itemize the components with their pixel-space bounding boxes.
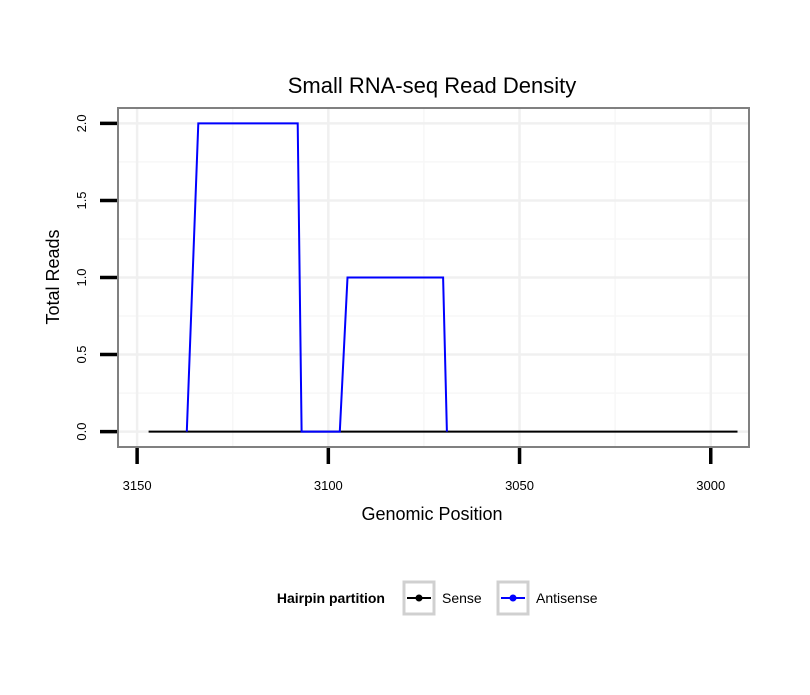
legend: Hairpin partition Sense Antisense	[277, 580, 598, 616]
series-line-antisense	[185, 122, 448, 433]
y-axis-title: Total Reads	[43, 229, 63, 324]
x-tick-label: 3150	[123, 478, 152, 493]
y-axis: 0.0 0.5 1.0 1.5 2.0	[74, 114, 117, 441]
y-tick-label: 2.0	[74, 114, 89, 132]
x-axis-title: Genomic Position	[361, 504, 502, 524]
y-tick-label: 1.5	[74, 191, 89, 209]
y-tick-label: 0.5	[74, 345, 89, 363]
legend-label-antisense: Antisense	[536, 590, 598, 606]
chart-title: Small RNA-seq Read Density	[288, 73, 577, 98]
legend-entries: Sense Antisense	[402, 580, 598, 616]
plot-panel-border	[117, 107, 750, 448]
x-axis: 3150 3100 3050 3000	[123, 448, 725, 493]
y-tick-label: 0.0	[74, 423, 89, 441]
x-tick-label: 3000	[696, 478, 725, 493]
legend-marker-antisense	[509, 594, 517, 602]
y-tick-label: 1.0	[74, 268, 89, 286]
plot-area	[117, 107, 750, 448]
x-tick-label: 3100	[314, 478, 343, 493]
legend-label-sense: Sense	[442, 590, 482, 606]
data-series	[148, 122, 738, 433]
x-tick-label: 3050	[505, 478, 534, 493]
legend-title: Hairpin partition	[277, 590, 385, 606]
legend-marker-sense	[415, 594, 423, 602]
